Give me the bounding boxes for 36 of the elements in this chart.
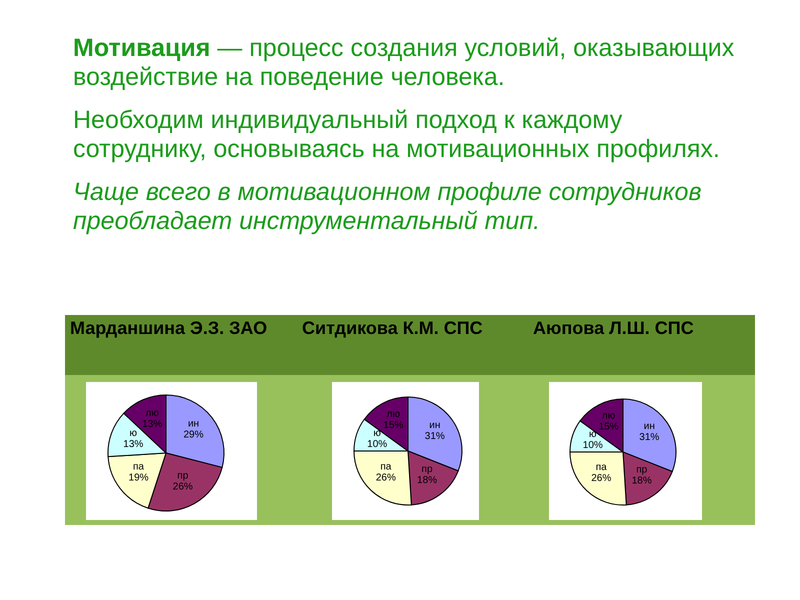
- slice-label: лю: [146, 408, 160, 420]
- slice-label: пр: [177, 470, 189, 482]
- slice-label: па: [380, 462, 392, 473]
- data-label: 10%: [367, 438, 388, 450]
- data-label: 18%: [417, 475, 438, 486]
- text: Чаще всего в мотивационном профиле сотрудников преобладает инструментальный тип.: [73, 178, 703, 236]
- slice-label: пр: [636, 464, 648, 476]
- slice-label: ю: [130, 428, 138, 440]
- data-label: 26%: [172, 481, 193, 492]
- data-label: 29%: [183, 430, 204, 441]
- slice-label: па: [596, 462, 608, 474]
- data-label: 10%: [582, 440, 603, 452]
- data-label: 26%: [376, 472, 396, 484]
- data-label: 13%: [142, 419, 162, 430]
- text: Мотивация — процесс создания условий, оказывающих воздействие на поведение человека.: [73, 34, 734, 91]
- data-label: 15%: [598, 422, 619, 433]
- data-label: 13%: [123, 439, 144, 450]
- slice-label: лю: [602, 410, 616, 422]
- slice-label: ин: [644, 421, 655, 432]
- data-label: 31%: [639, 432, 660, 444]
- slice-label: ю: [589, 429, 598, 440]
- data-label: 18%: [632, 476, 652, 487]
- data-label: 31%: [424, 430, 445, 442]
- chart-title: Аюпова Л.Ш. СПС: [533, 318, 694, 338]
- slice-label: ин: [188, 418, 200, 430]
- slice-label: ин: [429, 420, 440, 431]
- data-label: 15%: [383, 420, 404, 432]
- slice-label: па: [133, 461, 144, 472]
- slice-label: ю: [373, 428, 382, 439]
- slice-label: пр: [422, 464, 433, 476]
- data-label: 26%: [591, 473, 612, 484]
- chart-title: Ситдикова К.М. СПС: [302, 318, 483, 338]
- chart-title: Марданшина Э.З. ЗАО: [70, 318, 268, 338]
- data-label: 19%: [128, 472, 149, 484]
- slice-label: лю: [386, 409, 400, 420]
- text: Необходим индивидуальный подход к каждому сотруднику, основываясь на мотивационных профилях.: [73, 106, 721, 164]
